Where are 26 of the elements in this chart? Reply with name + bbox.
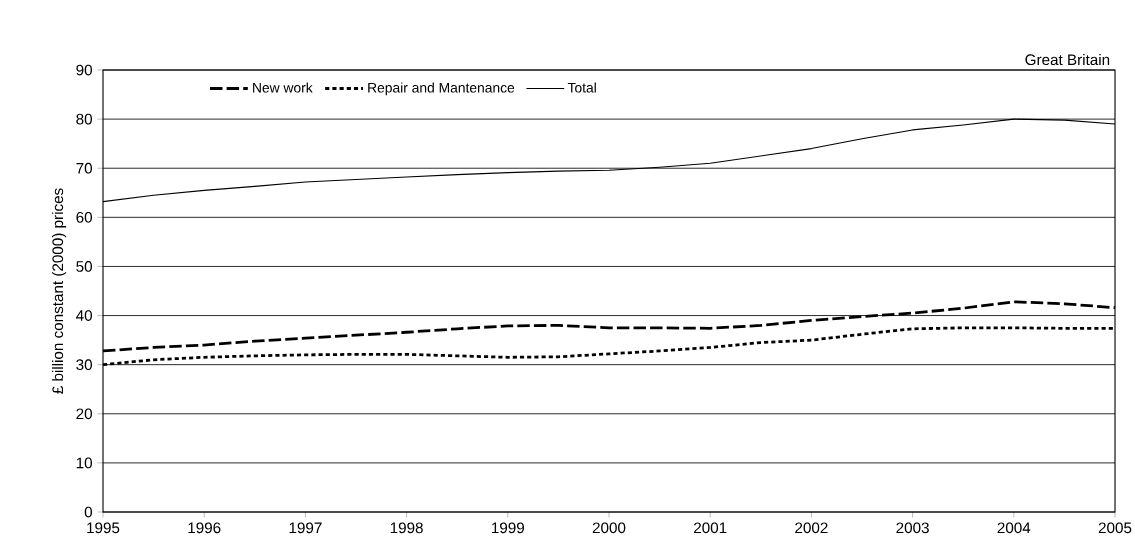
legend-label: Total: [567, 82, 596, 93]
x-tick-label: 1996: [188, 522, 221, 534]
x-tick-label: 2004: [997, 522, 1031, 534]
y-tick-label: 0: [84, 506, 92, 518]
y-tick-label: 40: [76, 310, 92, 321]
x-tick-label: 1998: [390, 522, 423, 534]
y-tick-label: 10: [76, 457, 92, 469]
y-tick-label: 20: [76, 408, 92, 420]
x-tick-label: 2000: [592, 522, 626, 534]
x-tick-label: 2003: [896, 522, 929, 534]
x-tick-label: 2001: [694, 522, 727, 534]
y-tick-label: 60: [76, 211, 92, 223]
x-tick-label: 2002: [795, 522, 828, 534]
y-tick-label: 90: [76, 64, 92, 76]
x-tick-label: 1999: [492, 522, 525, 534]
legend-label: Repair and Mantenance: [368, 82, 515, 96]
text: Great Britain: [1025, 53, 1110, 66]
x-tick-label: 1995: [87, 522, 120, 534]
y-tick-label: 50: [76, 261, 92, 272]
y-tick-label: 80: [76, 113, 92, 125]
y-tick-label: 70: [76, 162, 92, 174]
y-axis-title: £ billion constant (2000) prices: [51, 188, 67, 394]
y-tick-label: 30: [76, 359, 92, 371]
x-tick-label: 1997: [289, 522, 322, 534]
legend-label: New work: [253, 82, 313, 93]
x-tick-label: 2005: [1098, 522, 1132, 534]
